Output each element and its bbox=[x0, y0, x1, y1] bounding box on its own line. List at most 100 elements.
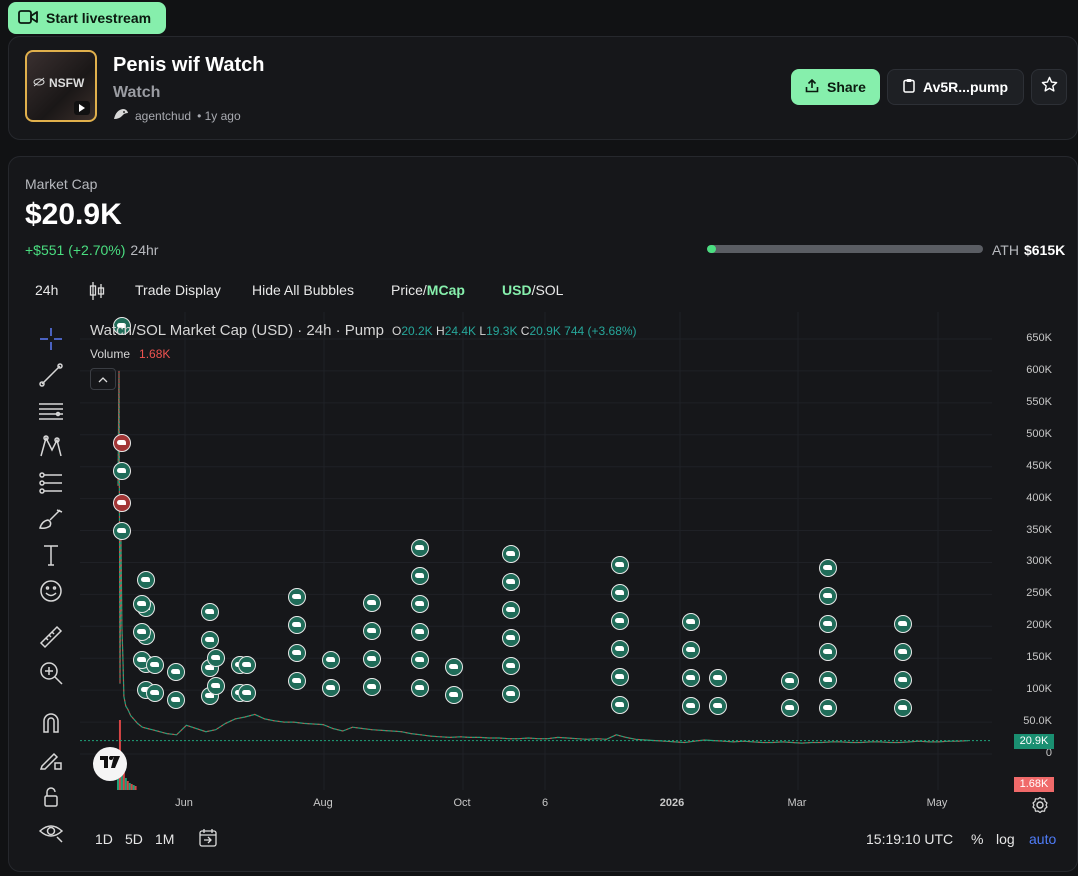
trade-bubble[interactable] bbox=[502, 545, 520, 563]
trade-bubble[interactable] bbox=[288, 672, 306, 690]
trade-bubble[interactable] bbox=[288, 616, 306, 634]
trade-bubble[interactable] bbox=[445, 658, 463, 676]
magnet-tool[interactable] bbox=[38, 710, 64, 741]
trade-bubble[interactable] bbox=[363, 678, 381, 696]
mcap-option[interactable]: MCap bbox=[426, 282, 465, 298]
trade-bubble[interactable] bbox=[207, 677, 225, 695]
trade-bubble[interactable] bbox=[611, 696, 629, 714]
market-cap-chart[interactable] bbox=[80, 312, 1010, 792]
trade-bubble[interactable] bbox=[113, 462, 131, 480]
trade-bubble[interactable] bbox=[137, 571, 155, 589]
chart-settings-icon[interactable] bbox=[1031, 796, 1049, 819]
emoji-tool[interactable] bbox=[38, 578, 64, 609]
zoom-in-tool[interactable] bbox=[38, 660, 64, 691]
start-livestream-button[interactable]: Start livestream bbox=[8, 2, 166, 34]
brush-tool[interactable] bbox=[38, 506, 64, 537]
usd-option[interactable]: USD bbox=[502, 282, 532, 298]
share-button[interactable]: Share bbox=[791, 69, 880, 105]
trade-bubble[interactable] bbox=[709, 697, 727, 715]
trade-bubble[interactable] bbox=[411, 567, 429, 585]
chart-time[interactable]: 15:19:10 UTC bbox=[866, 831, 954, 847]
pattern-tool[interactable] bbox=[38, 434, 64, 465]
trade-bubble[interactable] bbox=[819, 643, 837, 661]
hide-bubbles-button[interactable]: Hide All Bubbles bbox=[252, 282, 354, 298]
trade-bubble[interactable] bbox=[819, 559, 837, 577]
token-thumbnail[interactable]: NSFW bbox=[25, 50, 97, 122]
trade-bubble[interactable] bbox=[322, 651, 340, 669]
trade-bubble[interactable] bbox=[445, 686, 463, 704]
ruler-tool[interactable] bbox=[38, 624, 64, 655]
trade-bubble[interactable] bbox=[682, 613, 700, 631]
trade-bubble[interactable] bbox=[611, 584, 629, 602]
trade-bubble[interactable] bbox=[611, 612, 629, 630]
visibility-tool[interactable] bbox=[38, 818, 64, 849]
trade-bubble[interactable] bbox=[611, 556, 629, 574]
trade-bubble[interactable] bbox=[411, 679, 429, 697]
collapse-legend-button[interactable] bbox=[90, 368, 116, 390]
trade-bubble[interactable] bbox=[819, 615, 837, 633]
lock-edit-tool[interactable] bbox=[38, 746, 64, 777]
trade-bubble[interactable] bbox=[238, 684, 256, 702]
trade-bubble[interactable] bbox=[288, 588, 306, 606]
trade-bubble[interactable] bbox=[411, 539, 429, 557]
trade-bubble[interactable] bbox=[819, 699, 837, 717]
trade-bubble[interactable] bbox=[502, 685, 520, 703]
trade-bubble[interactable] bbox=[146, 684, 164, 702]
trend-line-tool[interactable] bbox=[38, 362, 64, 393]
trade-bubble[interactable] bbox=[411, 651, 429, 669]
sol-option[interactable]: SOL bbox=[535, 282, 564, 298]
trade-bubble[interactable] bbox=[781, 672, 799, 690]
trade-bubble[interactable] bbox=[781, 699, 799, 717]
trade-bubble[interactable] bbox=[411, 623, 429, 641]
go-to-date-icon[interactable] bbox=[198, 828, 218, 853]
range-1d-button[interactable]: 1D bbox=[95, 831, 113, 847]
trade-bubble[interactable] bbox=[146, 656, 164, 674]
range-1m-button[interactable]: 1M bbox=[155, 831, 175, 847]
trade-bubble[interactable] bbox=[502, 629, 520, 647]
trade-bubble[interactable] bbox=[894, 671, 912, 689]
percent-scale-button[interactable]: % bbox=[971, 831, 984, 847]
trade-bubble[interactable] bbox=[611, 668, 629, 686]
interval-24h-button[interactable]: 24h bbox=[35, 282, 59, 298]
trade-bubble[interactable] bbox=[611, 640, 629, 658]
trade-display-button[interactable]: Trade Display bbox=[135, 282, 221, 298]
copy-address-button[interactable]: Av5R...pump bbox=[887, 69, 1024, 105]
trade-bubble[interactable] bbox=[322, 679, 340, 697]
trade-bubble[interactable] bbox=[113, 494, 131, 512]
trade-bubble[interactable] bbox=[894, 643, 912, 661]
trade-bubble[interactable] bbox=[238, 656, 256, 674]
trade-bubble[interactable] bbox=[502, 657, 520, 675]
trade-bubble[interactable] bbox=[133, 623, 151, 641]
trade-bubble[interactable] bbox=[363, 594, 381, 612]
candlestick-icon[interactable] bbox=[89, 281, 105, 306]
trade-bubble[interactable] bbox=[709, 669, 727, 687]
trade-bubble[interactable] bbox=[201, 603, 219, 621]
trade-bubble[interactable] bbox=[113, 434, 131, 452]
trade-bubble[interactable] bbox=[894, 615, 912, 633]
trade-bubble[interactable] bbox=[502, 601, 520, 619]
trade-bubble[interactable] bbox=[363, 650, 381, 668]
trade-bubble[interactable] bbox=[363, 622, 381, 640]
auto-scale-button[interactable]: auto bbox=[1029, 831, 1057, 847]
text-tool[interactable] bbox=[38, 542, 64, 573]
favorite-button[interactable] bbox=[1031, 69, 1067, 105]
trade-bubble[interactable] bbox=[167, 691, 185, 709]
trade-bubble[interactable] bbox=[894, 699, 912, 717]
trade-bubble[interactable] bbox=[133, 595, 151, 613]
horizontal-lines-tool[interactable] bbox=[38, 398, 64, 429]
fib-tool[interactable] bbox=[38, 470, 64, 501]
trade-bubble[interactable] bbox=[207, 649, 225, 667]
usd-sol-toggle[interactable]: USD/SOL bbox=[502, 282, 563, 298]
lock-tool[interactable] bbox=[38, 784, 64, 815]
price-option[interactable]: Price bbox=[391, 282, 423, 298]
trade-bubble[interactable] bbox=[819, 671, 837, 689]
tradingview-logo[interactable] bbox=[93, 747, 127, 781]
trade-bubble[interactable] bbox=[113, 317, 131, 335]
trade-bubble[interactable] bbox=[682, 669, 700, 687]
range-5d-button[interactable]: 5D bbox=[125, 831, 143, 847]
trade-bubble[interactable] bbox=[201, 631, 219, 649]
trade-bubble[interactable] bbox=[502, 573, 520, 591]
trade-bubble[interactable] bbox=[167, 663, 185, 681]
trade-bubble[interactable] bbox=[682, 697, 700, 715]
crosshair-tool[interactable] bbox=[38, 326, 64, 357]
